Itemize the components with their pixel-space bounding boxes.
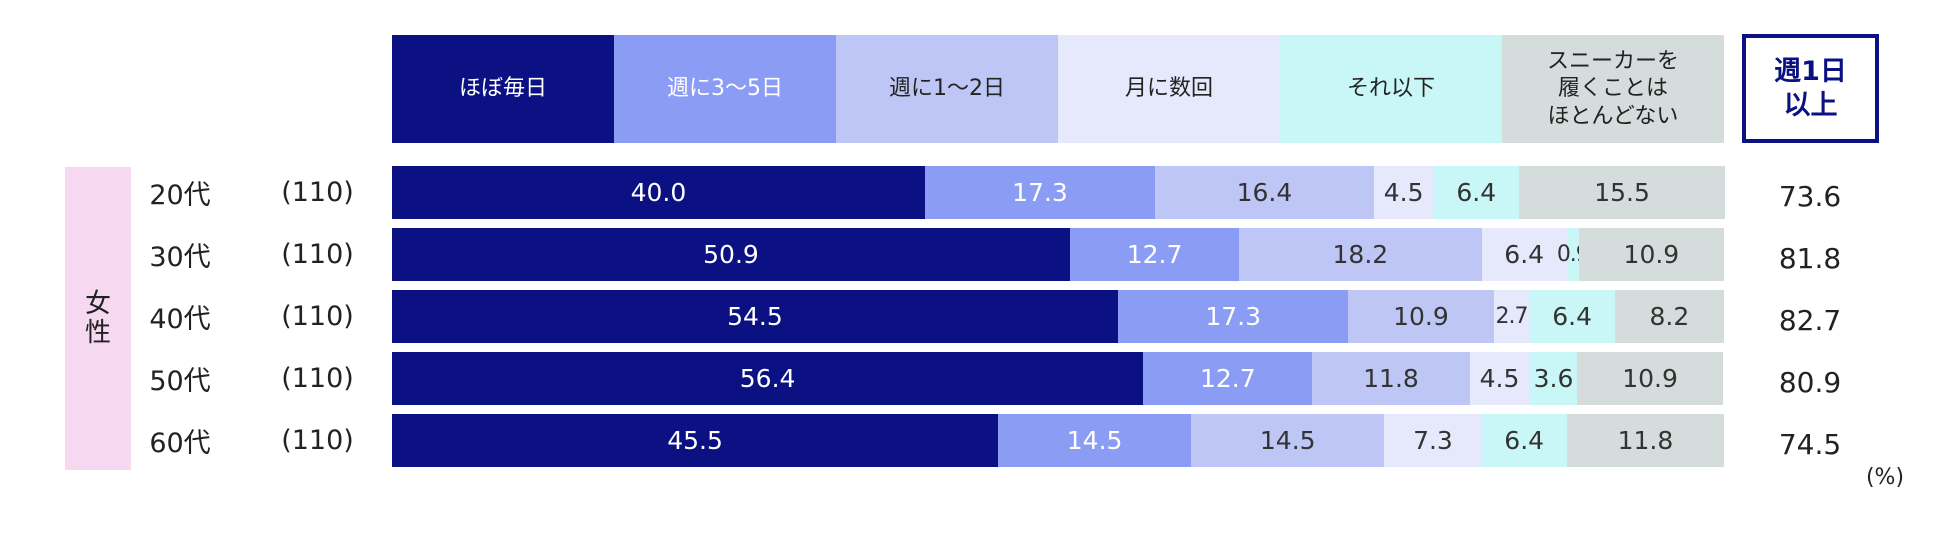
sample-size: (110)	[281, 363, 354, 394]
bar-segment: 17.3	[1117, 290, 1349, 343]
legend-header: ほぼ毎日	[392, 35, 614, 143]
total-value: 82.7	[1778, 304, 1842, 337]
bar-segment: 14.5	[1191, 414, 1385, 467]
bar-segment: 45.5	[392, 414, 999, 467]
bar-segment: 10.9	[1577, 352, 1723, 405]
bar-segment: 10.9	[1578, 228, 1724, 281]
bar-segment: 12.7	[1143, 352, 1313, 405]
bar-segment: 11.8	[1312, 352, 1470, 405]
bar-segment: 50.9	[392, 228, 1070, 281]
total-header: 週1日 以上	[1742, 34, 1879, 143]
legend-header: それ以下	[1280, 35, 1502, 143]
category-label: 40代	[149, 304, 211, 335]
category-label: 50代	[149, 366, 211, 397]
legend-header: 月に数回	[1058, 35, 1280, 143]
bar-segment: 6.4	[1481, 228, 1567, 281]
bar-segment: 11.8	[1566, 414, 1724, 467]
bar-segment: 15.5	[1518, 166, 1726, 219]
bar-segment: 4.5	[1373, 166, 1434, 219]
bar-segment: 2.7	[1493, 290, 1530, 343]
bar-segment: 3.6	[1529, 352, 1578, 405]
total-value: 81.8	[1778, 242, 1842, 275]
total-value: 74.5	[1778, 428, 1842, 461]
bar-segment: 54.5	[392, 290, 1118, 343]
bar-segment: 7.3	[1384, 414, 1482, 467]
bar-segment: 14.5	[998, 414, 1192, 467]
group-label: 女性	[65, 167, 131, 470]
total-value: 73.6	[1778, 180, 1842, 213]
legend-header: 週に3～5日	[614, 35, 836, 143]
category-label: 20代	[149, 180, 211, 211]
bar-segment: 6.4	[1433, 166, 1519, 219]
sample-size: (110)	[281, 177, 354, 208]
legend-header: 週に1～2日	[836, 35, 1058, 143]
bar-segment: 4.5	[1469, 352, 1530, 405]
bar-segment: 8.2	[1614, 290, 1724, 343]
category-label: 30代	[149, 242, 211, 273]
bar-segment: 18.2	[1239, 228, 1482, 281]
unit-label: (%)	[1865, 464, 1905, 490]
total-value: 80.9	[1778, 366, 1842, 399]
legend-header: スニーカーを 履くことは ほとんどない	[1502, 35, 1724, 143]
bar-segment: 12.7	[1069, 228, 1240, 281]
category-label: 60代	[149, 428, 211, 459]
bar-segment: 10.9	[1348, 290, 1494, 343]
sample-size: (110)	[281, 425, 354, 456]
bar-segment: 17.3	[924, 166, 1156, 219]
bar-segment: 6.4	[1529, 290, 1615, 343]
bar-segment: 56.4	[392, 352, 1144, 405]
bar-segment: 16.4	[1155, 166, 1374, 219]
bar-segment: 40.0	[392, 166, 925, 219]
bar-segment: 6.4	[1481, 414, 1567, 467]
bar-segment: 0.9	[1557, 228, 1590, 281]
sample-size: (110)	[281, 301, 354, 332]
sample-size: (110)	[281, 239, 354, 270]
